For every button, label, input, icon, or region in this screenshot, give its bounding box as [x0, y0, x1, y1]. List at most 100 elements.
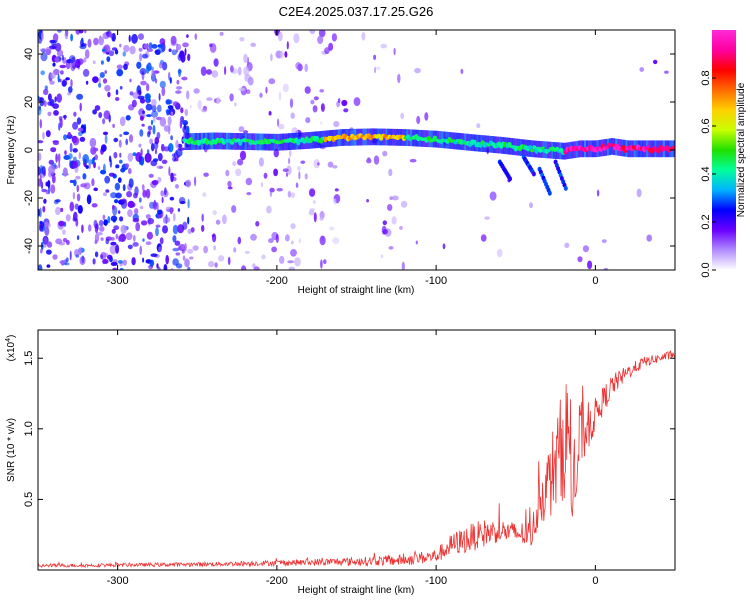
noise-blob [278, 91, 282, 101]
noise-blob [208, 260, 215, 268]
noise-blob [117, 177, 122, 183]
noise-blob [213, 58, 219, 67]
noise-blob [159, 38, 166, 45]
noise-blob [182, 120, 189, 126]
noise-blob [304, 63, 309, 72]
noise-blob [61, 80, 67, 87]
noise-blob [144, 93, 151, 101]
noise-blob [46, 241, 53, 248]
noise-blob [202, 192, 207, 198]
noise-blob [134, 208, 139, 215]
noise-blob [78, 247, 82, 256]
snr-y-ticks: 0.5 1.0 1.5 [23, 351, 675, 507]
noise-blob [180, 107, 184, 114]
noise-blob [50, 147, 57, 153]
noise-blob [146, 231, 153, 240]
noise-blob [77, 127, 84, 132]
noise-blob [265, 86, 268, 94]
noise-blob [172, 101, 179, 107]
noise-blob [157, 209, 163, 215]
noise-blob [107, 254, 113, 260]
noise-blob [168, 166, 171, 177]
noise-blob [442, 243, 446, 250]
noise-blob [98, 82, 102, 88]
noise-blob [366, 199, 369, 203]
noise-blob [97, 166, 101, 170]
noise-blob [132, 242, 139, 247]
noise-blob [155, 224, 161, 228]
noise-blob [180, 53, 186, 63]
noise-blob [489, 191, 497, 201]
noise-blob [329, 226, 335, 231]
noise-blob [148, 130, 152, 135]
spectrogram-x-tick-label: -300 [107, 275, 129, 287]
noise-blob [287, 190, 292, 198]
snr-x-tick-label: -300 [107, 575, 129, 587]
noise-blob [140, 220, 148, 226]
noise-blob [102, 118, 106, 125]
noise-blob [186, 34, 189, 38]
noise-blob [146, 62, 152, 72]
noise-blob [145, 83, 150, 92]
ridge-streak [508, 176, 512, 182]
noise-blob [123, 63, 128, 71]
noise-blob [102, 48, 106, 52]
noise-blob [231, 205, 237, 213]
noise-blob [235, 168, 242, 177]
noise-blob [268, 78, 276, 85]
noise-blob [388, 246, 394, 250]
noise-blob [159, 117, 167, 127]
noise-blob [105, 189, 110, 193]
noise-blob [112, 123, 115, 128]
noise-blob [117, 260, 123, 264]
noise-blob [213, 245, 216, 251]
noise-blob [313, 96, 319, 101]
noise-blob [170, 111, 174, 116]
noise-blob [361, 32, 366, 41]
noise-blob [153, 141, 159, 150]
noise-blob [393, 47, 396, 56]
noise-blob [176, 79, 180, 85]
noise-blob [229, 93, 234, 102]
noise-blob [239, 37, 245, 42]
noise-blob [157, 213, 162, 218]
noise-blob [56, 93, 62, 103]
noise-blob [320, 103, 325, 112]
noise-blob [55, 199, 61, 203]
noise-blob [564, 242, 570, 248]
noise-blob [53, 110, 59, 116]
noise-blob [159, 165, 163, 169]
noise-blob [74, 203, 79, 210]
noise-blob [63, 134, 68, 141]
spectrogram-x-axis-label: Height of straight line (km) [298, 285, 415, 296]
noise-blob [75, 30, 81, 35]
noise-blob [115, 233, 119, 240]
noise-blob [133, 192, 138, 199]
noise-blob [151, 44, 158, 49]
ridge-streak [547, 190, 552, 196]
noise-blob [49, 80, 55, 85]
noise-blob [152, 124, 156, 135]
noise-blob [84, 30, 87, 34]
noise-blob [166, 217, 171, 223]
noise-blob [224, 66, 227, 76]
noise-blob [263, 172, 268, 179]
noise-blob [277, 31, 283, 42]
noise-blob [142, 257, 145, 263]
noise-blob [72, 136, 80, 146]
noise-blob [120, 199, 128, 209]
noise-blob [122, 51, 127, 57]
noise-blob [39, 207, 42, 218]
noise-blob [184, 108, 189, 117]
noise-blob [304, 86, 311, 94]
noise-blob [102, 78, 108, 84]
noise-blob [577, 256, 583, 263]
noise-blob [77, 58, 84, 65]
noise-blob [189, 256, 194, 260]
noise-blob [92, 258, 96, 265]
noise-blob [72, 160, 79, 169]
noise-blob [334, 188, 339, 192]
noise-blob [158, 43, 166, 53]
noise-blob [380, 43, 388, 49]
noise-blob [141, 53, 148, 59]
